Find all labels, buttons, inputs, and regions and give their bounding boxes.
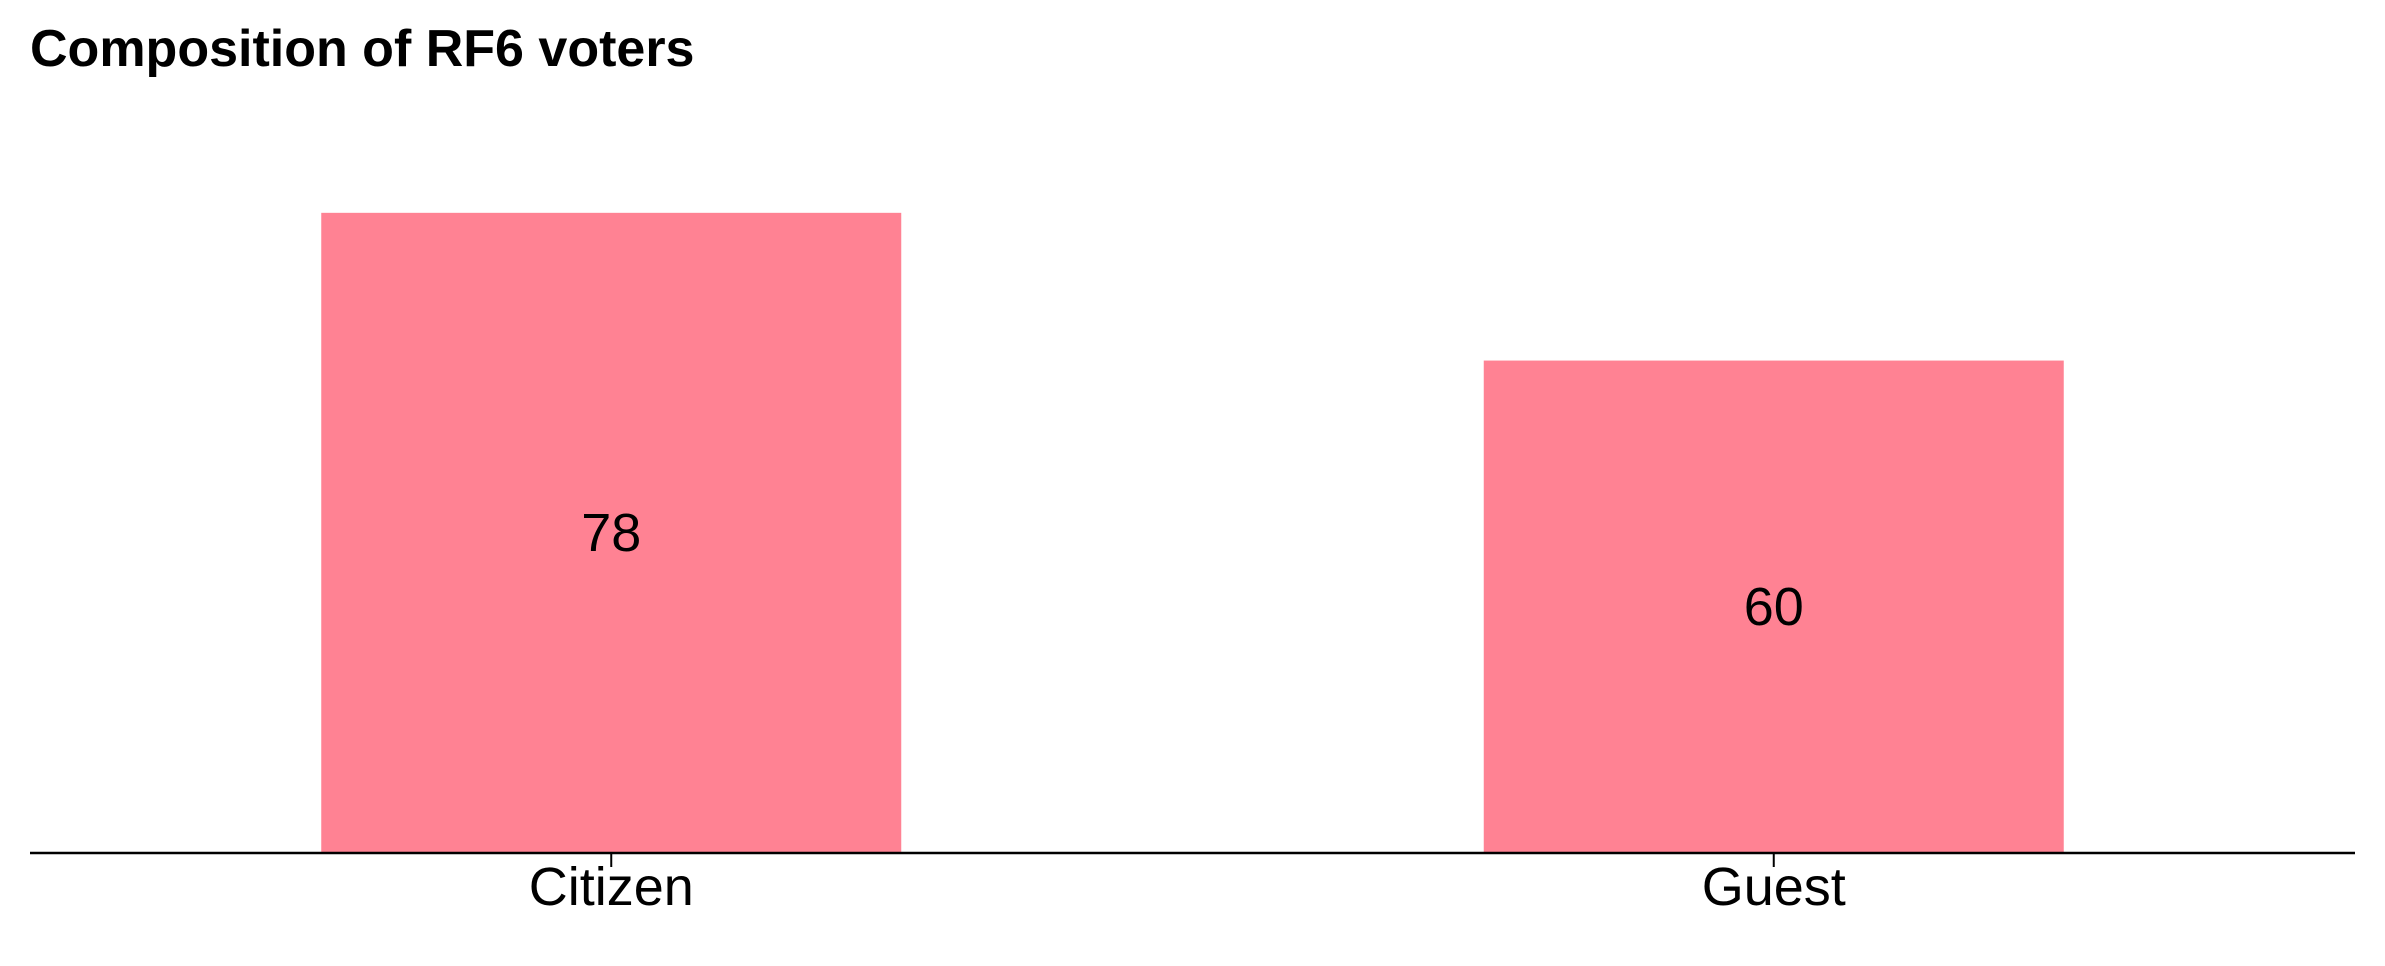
bar-guest (1483, 360, 2064, 853)
data-labels-layer: 78 60 (581, 503, 1804, 637)
bar-citizen (321, 212, 902, 853)
chart-title: Composition of RF6 voters (30, 20, 695, 78)
x-tick-label-citizen: Citizen (529, 857, 694, 917)
x-axis-ticks: Citizen Guest (529, 853, 1846, 917)
data-label-guest: 60 (1744, 577, 1804, 637)
bars-layer (321, 212, 2064, 853)
data-label-citizen: 78 (581, 503, 641, 563)
x-tick-label-guest: Guest (1702, 857, 1846, 917)
